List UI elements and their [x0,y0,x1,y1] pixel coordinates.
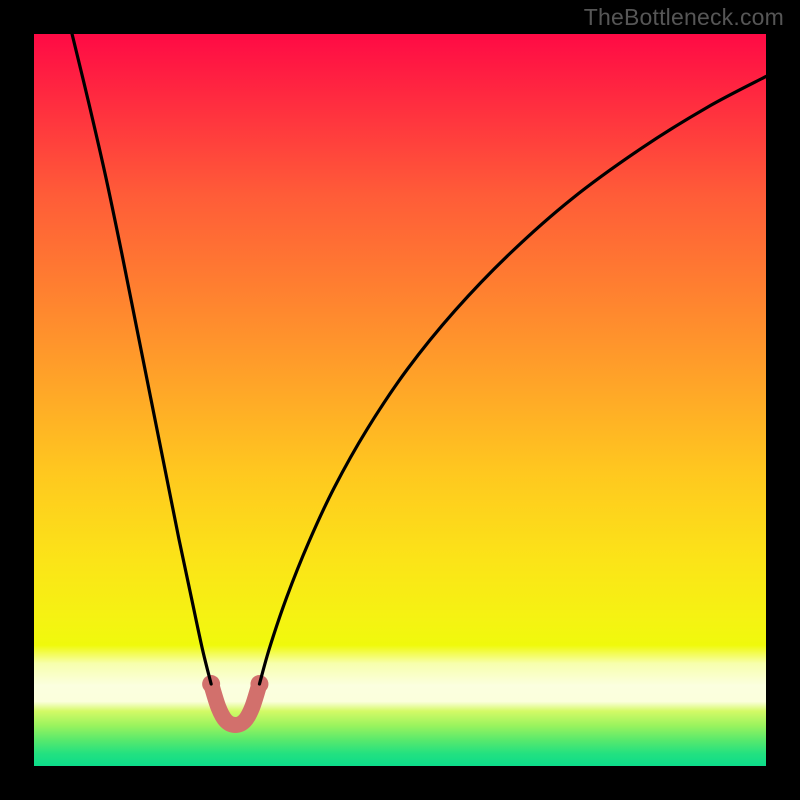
valley-marker [211,684,259,725]
right-branch [259,76,766,684]
attribution-text: TheBottleneck.com [584,4,784,31]
left-branch [72,34,211,684]
v-curve [34,34,766,766]
plot-area [34,34,766,766]
chart-frame: TheBottleneck.com [0,0,800,800]
